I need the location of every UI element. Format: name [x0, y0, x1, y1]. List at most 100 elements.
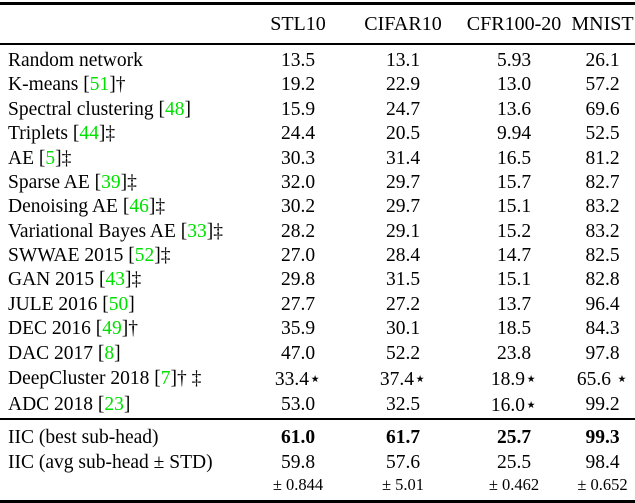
column-header-mnist: MNIST — [570, 3, 635, 45]
value-cell: 57.6 — [385, 451, 421, 473]
table-row: GAN 2015 [43]‡ 29.8 31.5 15.1 82.8 — [0, 268, 635, 292]
value-cell: 16.0⋆ — [490, 395, 538, 417]
value-cell: 82.5 — [585, 245, 620, 266]
value-cell: 96.4 — [585, 293, 620, 315]
value-cell: 24.4 — [280, 123, 316, 145]
citation-number[interactable]: 23 — [104, 394, 124, 416]
column-header-stl10: STL10 — [248, 3, 348, 45]
value-cell: 15.1 — [496, 269, 532, 291]
citation-number[interactable]: 50 — [108, 293, 129, 315]
value-cell: 82.8 — [585, 269, 620, 291]
value-cell: 27.2 — [385, 293, 421, 315]
citation-number[interactable]: 33 — [187, 220, 207, 242]
value-cell: 9.94 — [496, 123, 532, 145]
iic-result-row: IIC (best sub-head) 61.0 61.7 25.7 99.3 — [0, 418, 635, 451]
value-cell: 83.2 — [585, 220, 620, 242]
value-cell: 25.5 — [496, 451, 532, 473]
header-stub — [0, 3, 248, 45]
value-cell: 13.5 — [280, 50, 316, 71]
value-cell: 13.6 — [496, 98, 532, 120]
citation-number[interactable]: 5 — [45, 147, 56, 169]
value-cell: 24.7 — [385, 98, 421, 120]
value-cell: 29.7 — [385, 196, 421, 218]
method-cell: K-means [51]† — [8, 74, 126, 96]
table-row: DAC 2017 [8] 47.0 52.2 23.8 97.8 — [0, 341, 635, 365]
value-cell: 32.0 — [280, 171, 316, 193]
method-name: Random network — [8, 50, 143, 71]
method-name: DeepCluster 2018 — [8, 367, 150, 389]
value-cell: 28.4 — [385, 245, 421, 266]
citation-number[interactable]: 39 — [101, 171, 121, 193]
footnote-marker: ‡ — [213, 220, 223, 242]
table-row: Spectral clustering [48] 15.9 24.7 13.6 69.6 — [0, 98, 635, 122]
method-name: JULE 2016 — [8, 293, 98, 315]
value-cell: 29.7 — [385, 171, 421, 193]
value-cell: 30.1 — [385, 318, 421, 340]
empty-cell — [0, 475, 248, 502]
std-value-cell: ± 0.652 — [577, 475, 628, 494]
citation-number[interactable]: 52 — [134, 245, 155, 266]
value-cell: 29.1 — [385, 220, 421, 242]
method-cell: Denoising AE [46]‡ — [8, 196, 166, 218]
citation-number[interactable]: 8 — [104, 342, 115, 364]
method-cell: Sparse AE [39]‡ — [8, 171, 137, 193]
column-header-cifar10: CIFAR10 — [348, 3, 458, 45]
citation-number[interactable]: 7 — [160, 367, 171, 389]
method-cell: Random network — [0, 44, 248, 73]
method-cell: ADC 2018 [23] — [8, 394, 131, 416]
citation-number[interactable]: 48 — [165, 98, 185, 120]
value-cell: 33.4⋆ — [274, 368, 322, 390]
citation-number[interactable]: 44 — [79, 123, 99, 145]
citation-number[interactable]: 43 — [105, 269, 126, 291]
value-cell: 23.8 — [496, 342, 532, 364]
value-cell: 30.2 — [280, 196, 316, 218]
value-cell: 83.2 — [585, 196, 620, 218]
iic-result-row: IIC (avg sub-head ± STD) 59.8 57.6 25.5 98.4 — [0, 451, 635, 475]
value-cell: 31.4 — [385, 147, 421, 169]
std-deviation-row: ± 0.844 ± 5.01 ± 0.462 ± 0.652 — [0, 475, 635, 502]
value-cell: 15.9 — [280, 98, 316, 120]
value-cell: 98.4 — [585, 451, 620, 473]
method-name: AE — [8, 147, 34, 169]
std-value-cell: ± 0.462 — [488, 475, 540, 494]
value-cell: 28.2 — [280, 220, 316, 242]
table-row: K-means [51]† 19.2 22.9 13.0 57.2 — [0, 73, 635, 97]
value-cell: 97.8 — [585, 342, 620, 364]
value-cell: 18.9⋆ — [490, 368, 538, 390]
value-cell: 13.0 — [496, 74, 532, 96]
method-cell: DEC 2016 [49]† — [8, 318, 138, 340]
value-cell: 15.7 — [496, 171, 532, 193]
footnote-marker: ‡ — [61, 147, 72, 169]
method-name: GAN 2015 — [8, 269, 95, 291]
footnote-marker: † — [115, 74, 126, 96]
citation-number[interactable]: 51 — [89, 74, 110, 96]
value-cell: 32.5 — [385, 394, 421, 416]
method-name: Sparse AE — [8, 171, 90, 193]
value-cell: 59.8 — [280, 451, 316, 473]
value-cell: 57.2 — [585, 74, 620, 96]
value-cell: 69.6 — [585, 98, 620, 120]
value-cell: 99.2 — [585, 394, 620, 416]
footnote-marker: ‡ — [160, 245, 171, 266]
value-cell: 30.3 — [280, 147, 316, 169]
method-name: DAC 2017 — [8, 342, 94, 364]
table-row: Denoising AE [46]‡ 30.2 29.7 15.1 83.2 — [0, 195, 635, 219]
footnote-marker: ‡ — [127, 171, 137, 193]
footnote-marker: ‡ — [105, 123, 116, 145]
std-value-cell: ± 0.844 — [272, 475, 324, 494]
method-cell: IIC (best sub-head) — [0, 418, 248, 451]
value-cell: 20.5 — [385, 123, 421, 145]
table-row: JULE 2016 [50] 27.7 27.2 13.7 96.4 — [0, 293, 635, 317]
value-cell: 47.0 — [280, 342, 316, 364]
value-cell: 27.0 — [280, 245, 316, 266]
method-name: Spectral clustering — [8, 98, 154, 120]
method-name: Triplets — [8, 123, 68, 145]
table-row: ADC 2018 [23] 53.0 32.5 16.0⋆ 99.2 — [0, 392, 635, 419]
table-row: AE [5]‡ 30.3 31.4 16.5 81.2 — [0, 146, 635, 170]
citation-number[interactable]: 46 — [129, 196, 149, 218]
value-cell: 52.2 — [385, 342, 421, 364]
citation-number[interactable]: 49 — [102, 318, 122, 340]
value-cell: 37.4⋆ — [379, 368, 427, 390]
